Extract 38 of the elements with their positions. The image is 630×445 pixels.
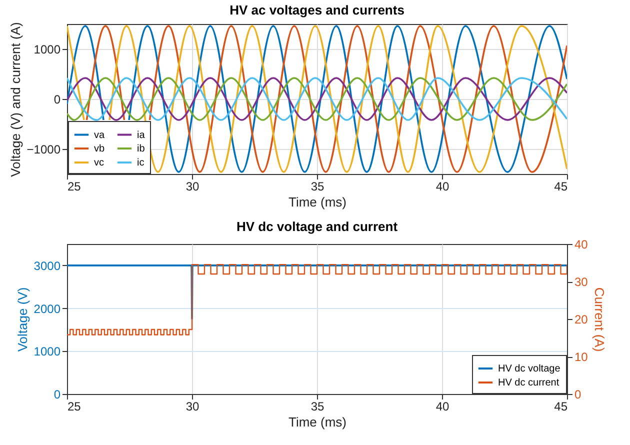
- legend-label: vb: [94, 144, 105, 154]
- legend-label: va: [94, 130, 105, 141]
- x-tick-label: 35: [310, 180, 324, 194]
- legend-label: vc: [94, 158, 104, 168]
- legend-label: HV dc current: [498, 378, 560, 388]
- y2-tick-label: 0: [574, 388, 582, 402]
- y-tick-label: 0: [54, 92, 61, 106]
- line-series: [67, 77, 567, 121]
- y2-axis-title: Current (A): [592, 287, 607, 352]
- x-axis-title: Time (ms): [288, 194, 347, 210]
- y-tick-label: 1000: [34, 42, 61, 56]
- x-tick-label: 45: [554, 180, 568, 194]
- x-tick-label: 40: [436, 180, 450, 194]
- legend-label: HV dc voltage: [498, 364, 561, 374]
- x-tick-label: 30: [186, 400, 200, 414]
- chart-title: HV ac voltages and currents: [230, 2, 404, 18]
- x-tick-label: 25: [68, 400, 82, 414]
- x-tick-label: 25: [68, 180, 82, 194]
- x-tick-label: 35: [310, 400, 324, 414]
- y-axis-title: Voltage (V): [14, 287, 30, 352]
- y2-tick-label: 40: [574, 238, 588, 252]
- y-tick-label: −1000: [26, 142, 61, 156]
- x-tick-label: 30: [186, 180, 200, 194]
- legend-label: ic: [137, 158, 144, 168]
- chart-title: HV dc voltage and current: [236, 219, 398, 234]
- y2-tick-label: 10: [574, 350, 588, 364]
- y-tick-label: 2000: [34, 302, 61, 316]
- y-tick-label: 0: [54, 388, 61, 402]
- x-tick-label: 45: [554, 400, 568, 414]
- legend-label: ib: [137, 144, 146, 154]
- x-tick-label: 40: [436, 400, 450, 414]
- y2-tick-label: 30: [574, 275, 588, 289]
- y2-tick-label: 20: [574, 312, 588, 326]
- legend-label: ia: [137, 130, 146, 141]
- y-tick-label: 1000: [34, 344, 61, 359]
- y-tick-label: 3000: [34, 258, 61, 273]
- y-axis-title: Voltage (V) and current (A): [8, 22, 23, 177]
- x-axis-title: Time (ms): [288, 414, 347, 430]
